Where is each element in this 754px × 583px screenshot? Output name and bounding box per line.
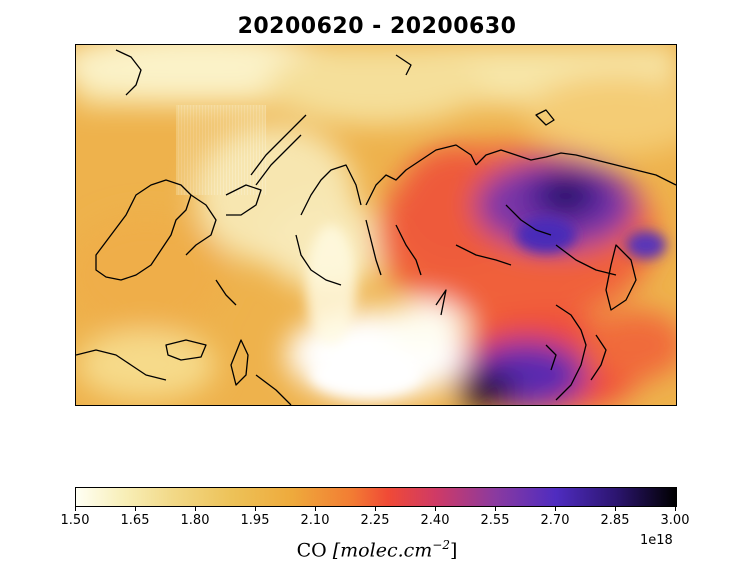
tick-mark (135, 507, 136, 511)
tick-label: 2.55 (480, 513, 510, 528)
tick-label: 1.95 (240, 513, 270, 528)
colorbar (75, 487, 677, 507)
tick-label: 2.85 (600, 513, 630, 528)
tick-label: 3.00 (660, 513, 690, 528)
map-title: 20200620 - 20200630 (237, 14, 517, 39)
co-concentration-map (75, 44, 677, 406)
colorbar-label-prefix: CO (296, 539, 333, 562)
tick-label: 2.70 (540, 513, 570, 528)
tick-mark (675, 507, 676, 511)
colorbar-offset-text: 1e18 (640, 533, 673, 548)
colorbar-ticks: 1.50 1.65 1.80 1.95 2.10 2.25 2.40 2.55 … (61, 507, 689, 528)
coastlines (76, 49, 676, 405)
tick-mark (195, 507, 196, 511)
tick-mark (555, 507, 556, 511)
co-fine-detail (306, 217, 666, 397)
swath-texture (176, 105, 266, 195)
tick-label: 1.50 (60, 513, 90, 528)
tick-mark (75, 507, 76, 511)
tick-mark (255, 507, 256, 511)
tick-label: 1.80 (180, 513, 210, 528)
tick-mark (375, 507, 376, 511)
tick-label: 2.40 (420, 513, 450, 528)
colorbar-label-close: ] (449, 539, 458, 562)
tick-mark (435, 507, 436, 511)
colorbar-label: CO [molec.cm−2] (0, 538, 754, 561)
co-field-blobs (76, 45, 676, 405)
colorbar-label-exponent: −2 (432, 538, 450, 552)
tick-label: 2.10 (300, 513, 330, 528)
colorbar-label-unit: [molec.cm (332, 539, 433, 562)
tick-label: 2.25 (360, 513, 390, 528)
tick-label: 1.65 (120, 513, 150, 528)
tick-mark (495, 507, 496, 511)
tick-mark (315, 507, 316, 511)
tick-mark (615, 507, 616, 511)
